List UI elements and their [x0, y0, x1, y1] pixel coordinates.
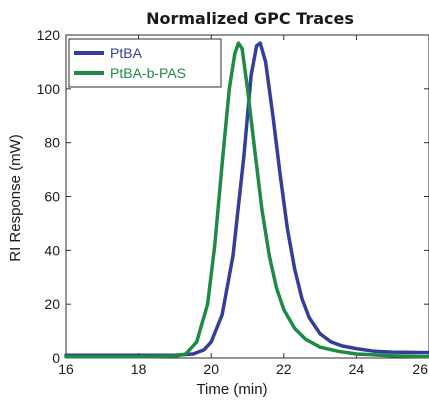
x-tick-label: 26: [412, 361, 428, 377]
y-tick-label: 60: [44, 189, 60, 205]
y-tick-label: 40: [44, 242, 60, 258]
legend-label-ptba-b-pas: PtBA-b-PAS: [110, 65, 186, 81]
y-tick-label: 120: [37, 27, 61, 43]
legend-label-ptba: PtBA: [110, 45, 143, 61]
x-tick-label: 16: [58, 361, 74, 377]
axis-ticks: 16 18 20 22 24 26 0 20 40 60 80 100 120: [37, 27, 429, 377]
legend: PtBA PtBA-b-PAS: [68, 38, 222, 88]
y-tick-label: 0: [52, 350, 60, 366]
x-tick-label: 20: [203, 361, 219, 377]
y-tick-label: 20: [44, 296, 60, 312]
legend-box: [68, 38, 222, 88]
series-lines: [64, 41, 429, 359]
x-tick-label: 22: [276, 361, 292, 377]
y-tick-label: 100: [37, 81, 61, 97]
series-line-ptba-b-pas: [64, 41, 429, 359]
series-line-ptba: [64, 41, 429, 358]
y-axis-label: RI Response (mW): [7, 134, 24, 262]
x-axis-label: Time (min): [196, 381, 267, 398]
x-tick-label: 24: [349, 361, 365, 377]
chart-title: Normalized GPC Traces: [146, 9, 354, 28]
x-tick-label: 18: [131, 361, 147, 377]
y-tick-label: 80: [44, 135, 60, 151]
